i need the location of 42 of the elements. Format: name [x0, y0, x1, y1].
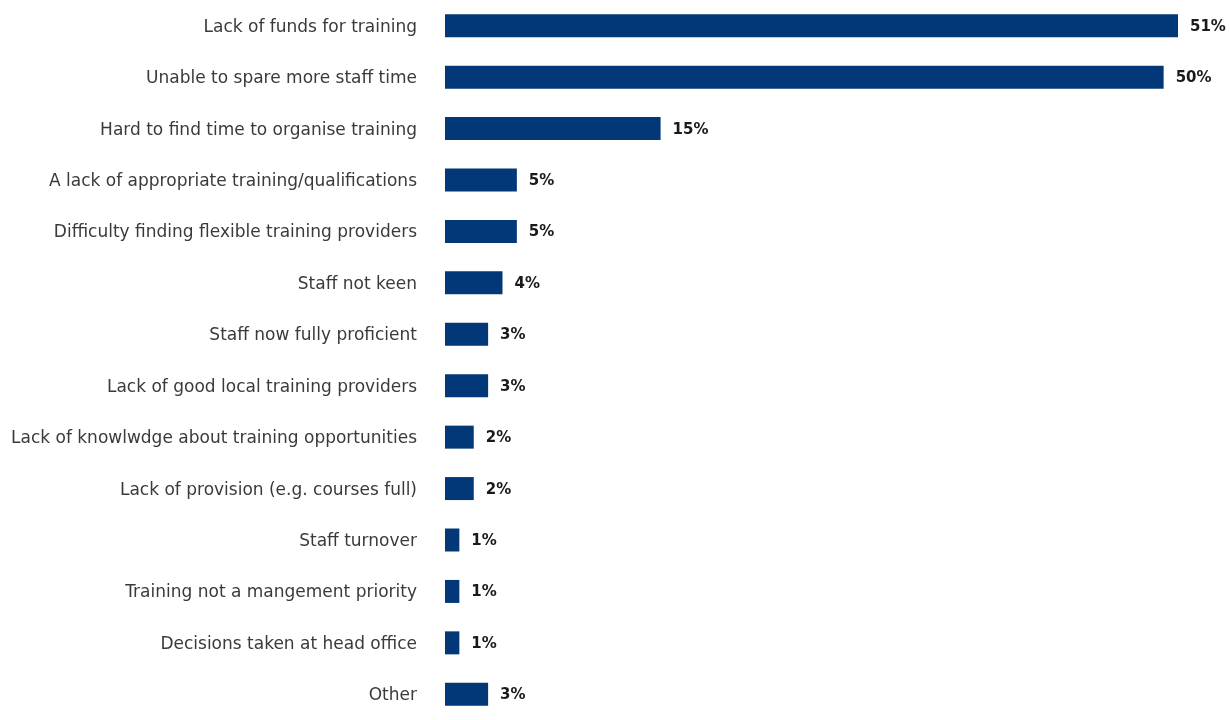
- bar: [445, 219, 517, 243]
- y-tick-label: Other: [368, 684, 417, 705]
- y-tick-label: Decisions taken at head office: [160, 632, 417, 653]
- bar: [445, 477, 474, 501]
- data-label: 4%: [514, 273, 540, 292]
- bar: [445, 374, 489, 398]
- y-tick-label: Difficulty finding flexible training providers: [53, 221, 418, 242]
- bar: [445, 528, 460, 552]
- data-label: 51%: [1190, 16, 1226, 35]
- y-tick-label: Unable to spare more staff time: [146, 67, 417, 88]
- data-label: 2%: [485, 479, 512, 498]
- y-tick-label: Training not a mangement priority: [124, 581, 417, 602]
- data-label: 2%: [485, 428, 512, 447]
- bar: [445, 65, 1164, 89]
- bar: [445, 631, 460, 655]
- y-tick-label: Lack of provision (e.g. courses full): [119, 478, 417, 499]
- data-label: 1%: [471, 531, 497, 549]
- data-label: 1%: [471, 582, 497, 601]
- y-tick-label: Staff now fully proficient: [209, 324, 418, 345]
- bar: [445, 579, 460, 603]
- y-tick-label: Hard to find time to organise training: [100, 118, 417, 139]
- data-label: 5%: [528, 171, 555, 189]
- data-label: 15%: [672, 119, 709, 138]
- bar: [445, 322, 489, 346]
- bar: [445, 168, 517, 192]
- data-label: 1%: [471, 633, 497, 652]
- y-tick-label: Staff turnover: [299, 530, 417, 550]
- y-tick-label: Lack of knowlwdge about training opportunities: [11, 427, 418, 448]
- y-tick-label: Staff not keen: [297, 272, 417, 293]
- bar: [445, 425, 474, 449]
- data-label: 3%: [500, 376, 526, 395]
- bar: [445, 682, 489, 706]
- y-tick-label: Lack of funds for training: [203, 15, 417, 36]
- y-tick-label: Lack of good local training providers: [106, 375, 418, 396]
- data-label: 3%: [500, 325, 526, 344]
- bar: [445, 117, 661, 141]
- data-label: 5%: [528, 222, 555, 241]
- data-label: 3%: [500, 685, 526, 704]
- bar: [445, 14, 1178, 38]
- y-tick-label: A lack of appropriate training/qualifications: [49, 170, 418, 190]
- bar: [445, 271, 503, 295]
- data-label: 50%: [1175, 68, 1212, 87]
